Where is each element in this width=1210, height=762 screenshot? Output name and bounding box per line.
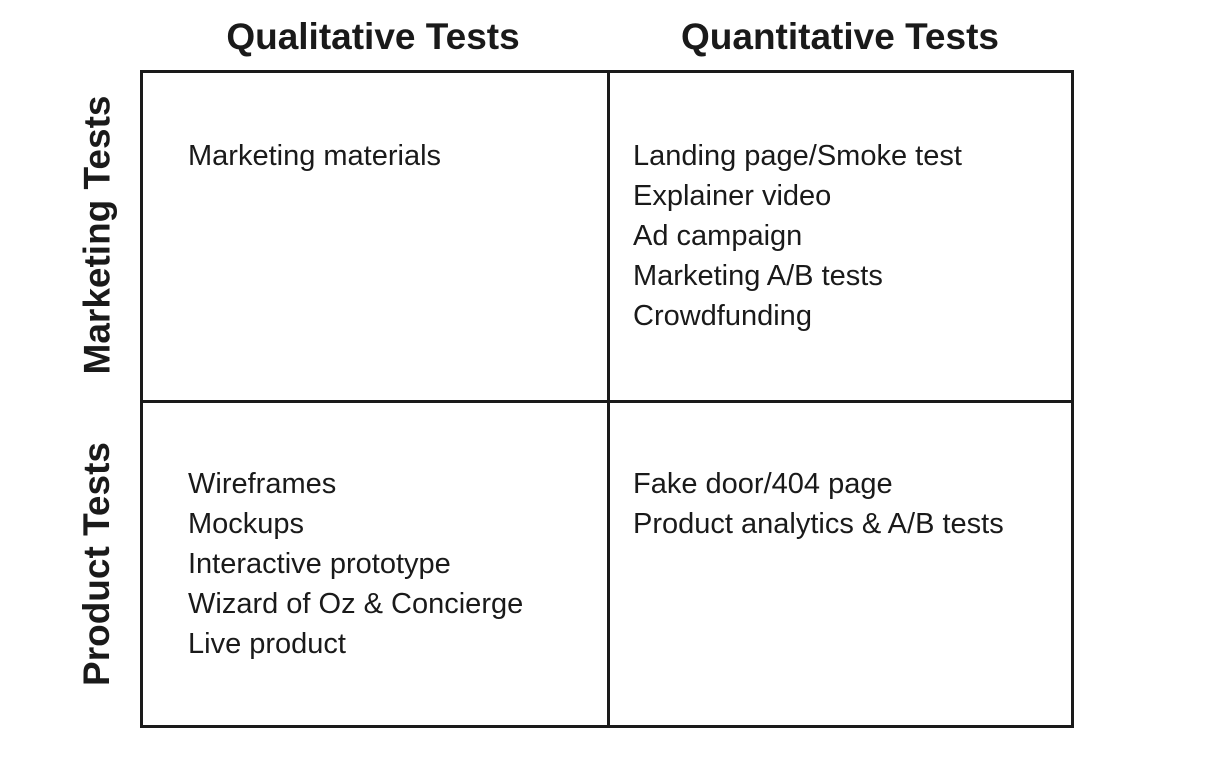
row-header-marketing-label: Marketing Tests xyxy=(76,95,118,375)
list-item: Interactive prototype xyxy=(188,548,451,580)
cell-marketing-quantitative: Landing page/Smoke test Explainer video … xyxy=(633,136,962,336)
cell-product-quantitative: Fake door/404 page Product analytics & A… xyxy=(633,464,1004,544)
list-item: Fake door/404 page xyxy=(633,468,893,500)
horizontal-divider xyxy=(143,400,1071,403)
list-item: Live product xyxy=(188,628,346,660)
column-header-qualitative: Qualitative Tests xyxy=(226,16,520,57)
list-item: Product analytics & A/B tests xyxy=(633,508,1004,540)
column-header-quantitative: Quantitative Tests xyxy=(680,16,999,57)
list-item: Marketing A/B tests xyxy=(633,260,883,292)
row-header-marketing: Marketing Tests xyxy=(72,70,122,400)
list-item: Wireframes xyxy=(188,468,337,500)
list-item: Mockups xyxy=(188,508,305,540)
test-matrix: Marketing materials Landing page/Smoke t… xyxy=(140,70,1074,728)
list-item: Explainer video xyxy=(633,180,832,212)
row-header-product-label: Product Tests xyxy=(76,442,117,686)
list-item: Ad campaign xyxy=(633,220,803,252)
list-item: Landing page/Smoke test xyxy=(633,140,962,172)
cell-product-qualitative: Wireframes Mockups Interactive prototype… xyxy=(188,464,523,664)
list-item: Wizard of Oz & Concierge xyxy=(188,588,524,620)
row-header-product: Product Tests xyxy=(72,400,122,728)
vertical-divider xyxy=(607,73,610,725)
cell-marketing-qualitative: Marketing materials xyxy=(188,136,441,176)
list-item: Marketing materials xyxy=(188,140,442,172)
list-item: Crowdfunding xyxy=(633,300,812,332)
